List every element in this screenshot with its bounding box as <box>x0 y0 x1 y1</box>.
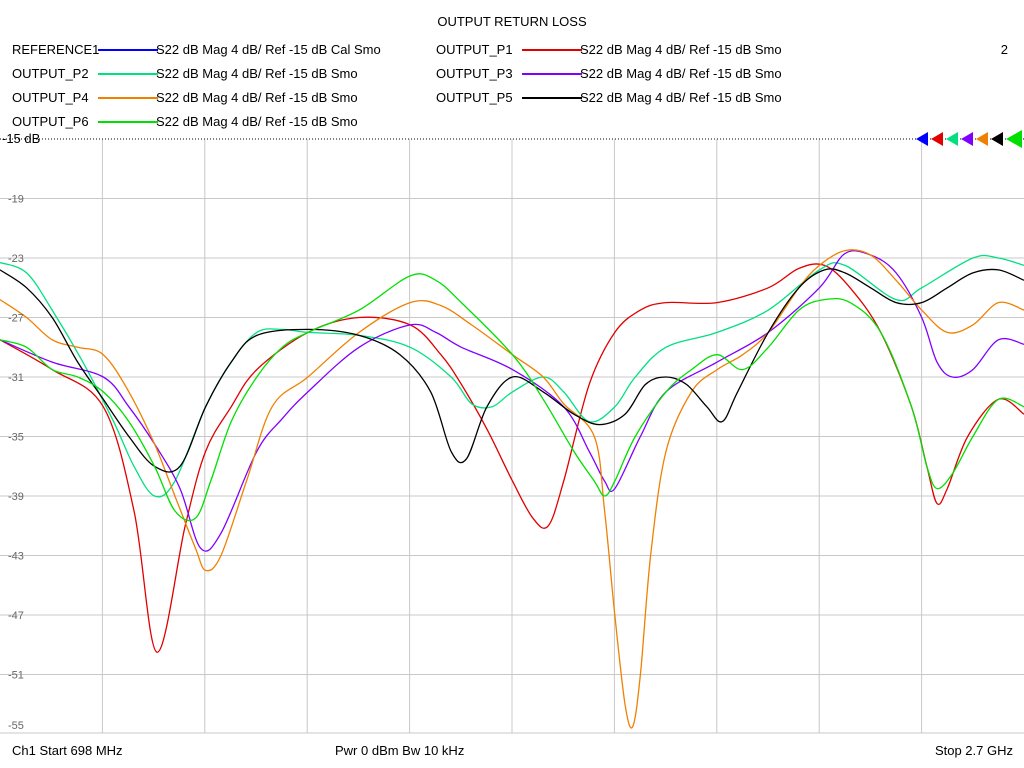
marker-arrow-reference1 <box>916 132 928 146</box>
legend-swatch <box>98 73 158 75</box>
legend-item-output-p4: OUTPUT_P4 S22 dB Mag 4 dB/ Ref -15 dB Sm… <box>12 90 432 108</box>
legend-item-output-p1: OUTPUT_P1 S22 dB Mag 4 dB/ Ref -15 dB Sm… <box>436 42 856 60</box>
legend-item-reference1: REFERENCE1 S22 dB Mag 4 dB/ Ref -15 dB C… <box>12 42 432 60</box>
ref-level-label: -15 dB <box>2 131 40 146</box>
legend-name: OUTPUT_P4 <box>12 90 89 105</box>
legend-swatch <box>522 73 582 75</box>
y-tick-label: -35 <box>8 432 24 444</box>
y-tick-label: -23 <box>8 253 24 265</box>
legend-item-output-p5: OUTPUT_P5 S22 dB Mag 4 dB/ Ref -15 dB Sm… <box>436 90 856 108</box>
trace-output-p6 <box>0 273 1024 522</box>
legend-item-output-p2: OUTPUT_P2 S22 dB Mag 4 dB/ Ref -15 dB Sm… <box>12 66 432 84</box>
trace-output-p4 <box>0 249 1024 729</box>
y-tick-label: -27 <box>8 313 24 325</box>
legend-swatch <box>98 49 158 51</box>
legend-swatch <box>98 97 158 99</box>
legend-desc: S22 dB Mag 4 dB/ Ref -15 dB Smo <box>580 90 782 105</box>
legend-desc: S22 dB Mag 4 dB/ Ref -15 dB Smo <box>156 90 358 105</box>
legend-swatch <box>98 121 158 123</box>
legend-name: OUTPUT_P2 <box>12 66 89 81</box>
footer-stop: Stop 2.7 GHz <box>934 743 1013 758</box>
legend-name: OUTPUT_P1 <box>436 42 513 57</box>
channel-number: 2 <box>1000 42 1008 57</box>
marker-arrows <box>916 130 1022 148</box>
y-tick-label: -43 <box>8 551 24 563</box>
legend-name: OUTPUT_P3 <box>436 66 513 81</box>
footer-power-bandwidth: Pwr 0 dBm Bw 10 kHz <box>335 743 465 758</box>
marker-arrow-output-p5 <box>991 132 1003 146</box>
legend-desc: S22 dB Mag 4 dB/ Ref -15 dB Smo <box>580 42 782 57</box>
legend-name: OUTPUT_P5 <box>436 90 513 105</box>
legend-name: REFERENCE1 <box>12 42 100 57</box>
traces <box>0 249 1024 729</box>
trace-output-p3 <box>0 250 1024 552</box>
legend-swatch <box>522 97 582 99</box>
legend-item-output-p3: OUTPUT_P3 S22 dB Mag 4 dB/ Ref -15 dB Sm… <box>436 66 856 84</box>
y-tick-label: -19 <box>8 194 24 206</box>
trace-output-p2 <box>0 254 1024 498</box>
y-tick-label: -39 <box>8 491 24 503</box>
marker-arrow-output-p2 <box>946 132 958 146</box>
legend-swatch <box>522 49 582 51</box>
y-axis-labels: -15 dB -19 -23 -27 -31 -35 -39 -43 -47 -51 -55 <box>2 131 40 732</box>
legend-desc: S22 dB Mag 4 dB/ Ref -15 dB Cal Smo <box>156 42 381 57</box>
trace-output-p5 <box>0 268 1024 473</box>
marker-arrow-output-p4 <box>976 132 988 146</box>
legend-desc: S22 dB Mag 4 dB/ Ref -15 dB Smo <box>156 114 358 129</box>
chart-title: OUTPUT RETURN LOSS <box>437 14 587 29</box>
marker-arrow-output-p1 <box>931 132 943 146</box>
footer-start: Ch1 Start 698 MHz <box>12 743 123 758</box>
y-tick-label: -51 <box>8 670 24 682</box>
legend-item-output-p6: OUTPUT_P6 S22 dB Mag 4 dB/ Ref -15 dB Sm… <box>12 114 432 132</box>
marker-arrow-output-p3 <box>961 132 973 146</box>
marker-arrow-output-p6 <box>1006 130 1022 148</box>
legend-name: OUTPUT_P6 <box>12 114 89 129</box>
y-tick-label: -55 <box>8 720 24 732</box>
y-tick-label: -47 <box>8 610 24 622</box>
legend-desc: S22 dB Mag 4 dB/ Ref -15 dB Smo <box>156 66 358 81</box>
y-tick-label: -31 <box>8 372 24 384</box>
legend-desc: S22 dB Mag 4 dB/ Ref -15 dB Smo <box>580 66 782 81</box>
